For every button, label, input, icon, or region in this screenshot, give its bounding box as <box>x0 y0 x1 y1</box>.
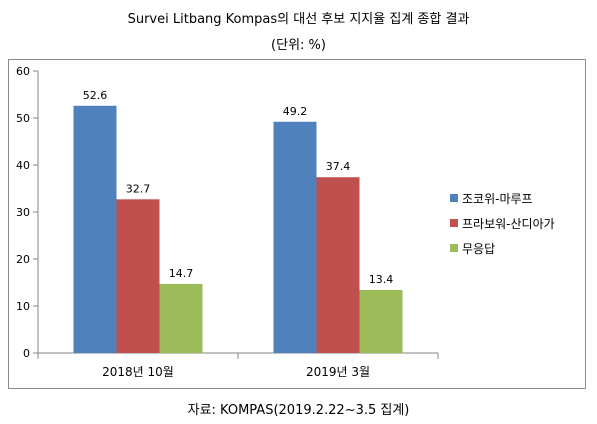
y-tick-label: 30 <box>16 206 30 219</box>
source-note: 자료: KOMPAS(2019.2.22~3.5 집계) <box>187 403 410 418</box>
y-tick-label: 0 <box>23 347 30 360</box>
chart-unit: (단위: %) <box>271 38 326 53</box>
x-axis: 2018년 10월 2019년 3월 <box>37 352 439 379</box>
y-tick-label: 60 <box>16 65 30 78</box>
chart-title: Survei Litbang Kompas의 대선 후보 지지율 집계 종합 결… <box>127 12 470 27</box>
bar <box>273 121 317 353</box>
y-tick-label: 20 <box>16 253 30 266</box>
data-label: 49.2 <box>283 105 308 118</box>
y-tick-label: 50 <box>16 112 30 125</box>
data-label: 13.4 <box>369 273 394 286</box>
x-category-label: 2019년 3월 <box>306 365 370 379</box>
data-label: 32.7 <box>126 182 151 195</box>
x-category-label: 2018년 10월 <box>102 365 174 379</box>
legend-label: 무응답 <box>462 242 495 256</box>
bars: 52.6 32.7 14.7 49.2 37.4 13.4 <box>73 89 403 353</box>
chart-frame <box>8 59 586 389</box>
legend-swatch <box>450 219 458 227</box>
y-tick-label: 10 <box>16 300 30 313</box>
legend-label: 조코위-마루프 <box>462 192 533 206</box>
bar <box>316 177 360 353</box>
bar <box>116 199 160 353</box>
legend-swatch <box>450 194 458 202</box>
bar <box>159 283 203 353</box>
y-tick-label: 40 <box>16 159 30 172</box>
bar <box>359 290 403 353</box>
data-label: 14.7 <box>169 267 194 280</box>
legend-label: 프라보워-산디아가 <box>462 217 555 231</box>
y-axis: 0 10 20 30 40 50 60 <box>16 65 39 360</box>
bar <box>73 105 117 353</box>
data-label: 52.6 <box>83 89 108 102</box>
legend-swatch <box>450 244 458 252</box>
data-label: 37.4 <box>326 160 351 173</box>
